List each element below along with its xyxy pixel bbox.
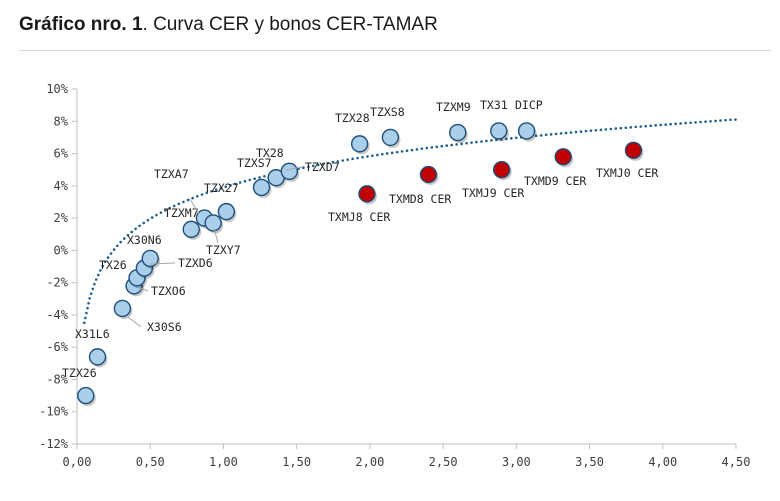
x-tick-label: 3,00	[502, 455, 531, 469]
point-label: TZX27	[204, 181, 239, 195]
data-point-tamar	[358, 185, 376, 203]
point-label: TXMJ9 CER	[462, 186, 524, 200]
data-point-tamar	[492, 160, 511, 179]
point-label: TZXD6	[178, 256, 213, 270]
y-tick-label: -10%	[39, 405, 69, 419]
data-point-cer	[350, 135, 369, 153]
data-point-cer	[280, 162, 299, 180]
y-tick-label: 0%	[54, 243, 69, 257]
trendline	[83, 118, 738, 325]
chart-title-number: Gráfico nro. 1	[19, 14, 143, 35]
y-tick-label: -2%	[46, 276, 68, 290]
point-label: TX28	[256, 146, 284, 160]
point-label: TZX28	[335, 111, 370, 125]
data-point-cer	[88, 348, 107, 366]
x-tick-label: 0,00	[63, 455, 92, 469]
x-tick-label: 4,50	[722, 455, 751, 469]
y-tick-label: 6%	[54, 147, 69, 161]
data-point-tamar	[554, 148, 572, 166]
x-tick-label: 3,50	[575, 455, 604, 469]
data-point-cer	[113, 299, 132, 318]
point-label: TZXD7	[305, 160, 340, 174]
chart-axes: 10% 8% 6% 4% 2% 0% -2% -4% -6% -8% -10% -12% 0,00 0,5…	[39, 82, 750, 469]
data-point-cer	[182, 220, 200, 239]
point-label: X30N6	[127, 233, 162, 247]
y-tick-label: -12%	[39, 437, 69, 451]
leader-line	[138, 287, 149, 292]
point-label: TZXY7	[206, 243, 241, 257]
point-label: TZXO6	[151, 284, 186, 298]
point-label: TX31	[480, 98, 508, 112]
data-point-cer	[449, 123, 467, 142]
y-tick-label: 2%	[54, 211, 69, 225]
data-point-cer	[490, 122, 508, 140]
point-label: TXMD8 CER	[389, 192, 451, 206]
leader-line	[189, 198, 200, 215]
y-tick-label: 4%	[54, 179, 69, 193]
y-tick-label: -6%	[46, 340, 68, 354]
data-point-cer	[204, 214, 222, 232]
data-point-cer	[141, 249, 159, 268]
leader-line	[213, 227, 219, 244]
x-tick-label: 1,00	[209, 455, 238, 469]
data-point-tamar	[419, 165, 438, 184]
x-tick-label: 0,50	[136, 455, 165, 469]
data-point-cer	[517, 122, 536, 140]
point-label: TZXM7	[164, 206, 199, 220]
data-point-cer	[77, 386, 95, 405]
x-tick-label: 2,00	[355, 455, 384, 469]
data-point-tamar	[624, 141, 643, 160]
chart-title-text: . Curva CER y bonos CER-TAMAR	[142, 14, 438, 35]
point-label: TXMJ0 CER	[596, 166, 658, 180]
point-label: TZXA7	[154, 167, 189, 181]
data-point-cer	[381, 128, 400, 147]
point-label: TXMD9 CER	[524, 174, 586, 188]
point-label: TZXS8	[370, 105, 405, 119]
point-label: TZXM9	[436, 100, 471, 114]
x-tick-label: 1,50	[282, 455, 311, 469]
data-point-cer	[252, 178, 271, 197]
point-label: TX26	[99, 258, 127, 272]
data-points	[77, 122, 644, 407]
y-tick-label: 10%	[46, 82, 68, 96]
point-label: X31L6	[75, 327, 110, 341]
point-label: X30S6	[147, 320, 182, 334]
point-label: DICP	[515, 98, 543, 112]
leader-line	[149, 262, 176, 265]
chart-title: Gráfico nro. 1. Curva CER y bonos CER-TA…	[19, 14, 438, 36]
title-divider	[19, 50, 771, 51]
x-tick-label: 4,00	[648, 455, 677, 469]
point-label: TZXS7	[237, 156, 272, 170]
trendline-path	[83, 118, 738, 325]
leader-line	[127, 316, 142, 328]
x-tick-label: 2,50	[429, 455, 458, 469]
y-tick-label: -8%	[46, 372, 68, 386]
y-tick-label: 8%	[54, 114, 69, 128]
data-point-cer	[217, 202, 236, 221]
point-label: TZX26	[62, 366, 97, 380]
y-tick-label: -4%	[46, 308, 68, 322]
point-label: TXMJ8 CER	[328, 210, 390, 224]
leader-line	[285, 166, 303, 171]
